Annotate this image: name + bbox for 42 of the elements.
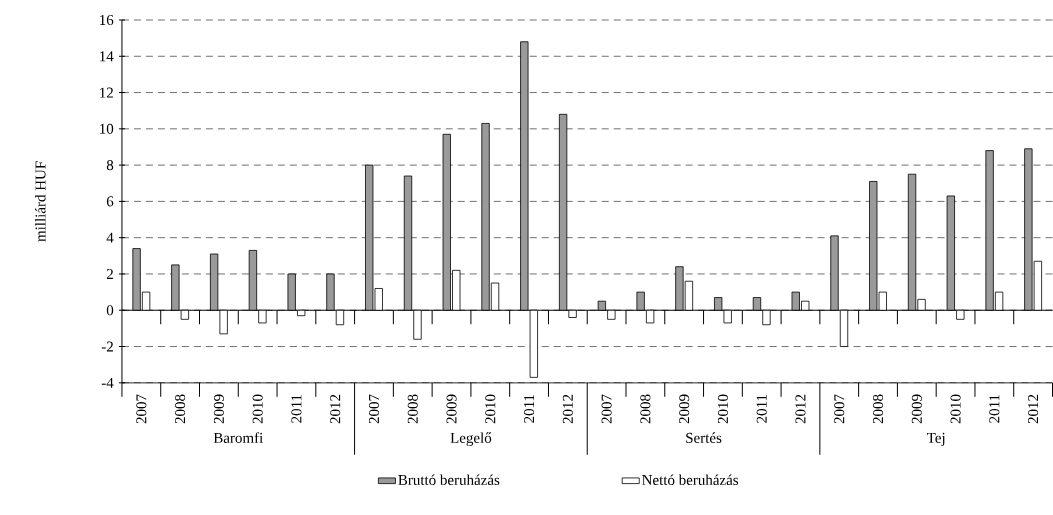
- y-tick-label: 8: [106, 160, 114, 171]
- x-tick-label: 2012: [1028, 394, 1039, 424]
- x-tick-label: 2011: [989, 395, 1000, 423]
- y-tick-label: 14: [100, 51, 114, 62]
- x-tick-label: 2009: [679, 394, 690, 424]
- y-tick-label: 16: [100, 15, 114, 26]
- x-tick-label: 2012: [562, 394, 573, 424]
- x-tick-label: 2008: [640, 394, 651, 424]
- x-tick-label: 2009: [213, 394, 224, 424]
- x-tick-label: 2012: [330, 394, 341, 424]
- y-tick-label: 6: [106, 196, 114, 207]
- text: Legelő: [450, 432, 492, 447]
- y-tick-label: 4: [106, 232, 114, 243]
- text: Baromfi: [213, 432, 263, 444]
- x-tick-label: 2009: [446, 394, 457, 424]
- x-tick-label: 2009: [911, 394, 922, 424]
- x-tick-label: 2010: [950, 394, 961, 424]
- x-tick-label: 2011: [291, 395, 302, 423]
- legend-label: Bruttó beruházás: [398, 474, 500, 486]
- y-tick-label: -2: [101, 341, 113, 352]
- y-tick-label: -4: [101, 378, 114, 388]
- text: Tej: [926, 432, 945, 447]
- y-axis-title: milliárd HUF: [35, 161, 46, 242]
- x-tick-label: 2007: [601, 394, 612, 424]
- x-tick-label: 2012: [795, 394, 806, 424]
- y-tick-label: 12: [100, 87, 113, 98]
- x-tick-label: 2011: [524, 395, 535, 423]
- x-tick-label: 2010: [485, 394, 496, 424]
- x-tick-label: 2008: [175, 394, 186, 424]
- x-tick-label: 2011: [756, 395, 767, 423]
- x-tick-label: 2007: [834, 394, 845, 424]
- x-tick-label: 2008: [872, 394, 884, 424]
- x-tick-label: 2010: [717, 394, 728, 424]
- x-tick-label: 2007: [368, 394, 380, 424]
- x-tick-label: 2008: [407, 394, 418, 424]
- y-tick-label: 2: [106, 269, 113, 280]
- y-tick-label: 0: [106, 305, 114, 316]
- x-tick-label: 2007: [136, 394, 147, 424]
- x-tick-label: 2010: [252, 394, 263, 424]
- text: Sertés: [686, 432, 722, 444]
- legend-label: Nettó beruházás: [642, 474, 739, 486]
- y-tick-label: 10: [100, 123, 114, 135]
